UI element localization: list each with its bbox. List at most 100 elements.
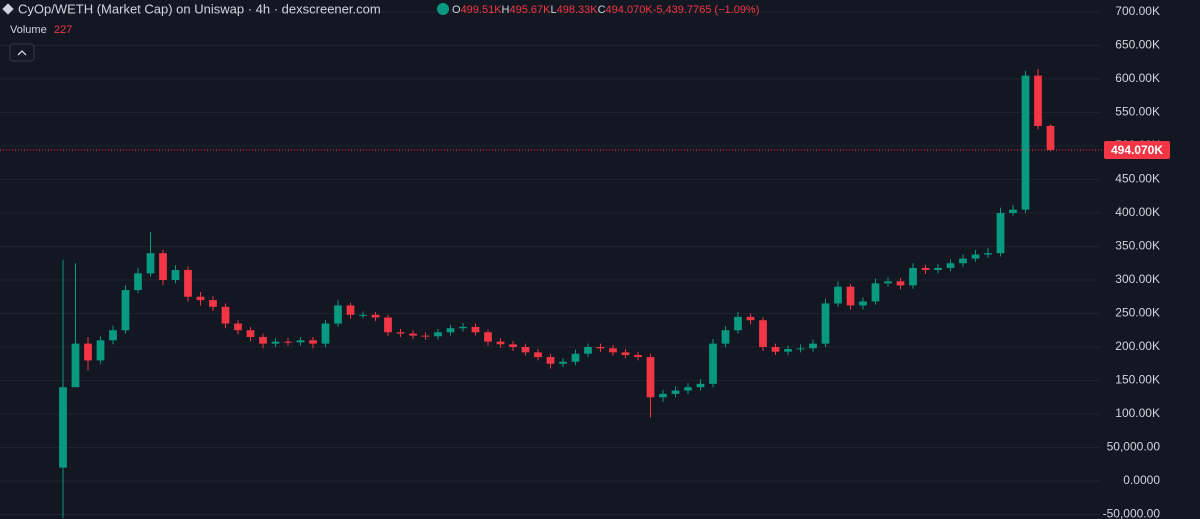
candle-body bbox=[671, 390, 680, 394]
candle-body bbox=[1009, 209, 1017, 213]
candle-body bbox=[796, 348, 805, 350]
volume-label: Volume bbox=[10, 24, 47, 36]
candle-body bbox=[271, 341, 280, 344]
candle-body bbox=[309, 340, 317, 344]
candle-body bbox=[909, 267, 917, 286]
candle-body bbox=[109, 330, 117, 341]
candle-body bbox=[571, 353, 580, 362]
candle-body bbox=[734, 316, 742, 331]
ohlc-value: 494.070K bbox=[606, 4, 654, 16]
candle-body bbox=[996, 212, 1005, 254]
candle-body bbox=[384, 317, 392, 333]
candle-body bbox=[621, 352, 630, 356]
y-tick-label: -50,000.00 bbox=[1103, 507, 1161, 519]
candle-body bbox=[534, 352, 542, 358]
candle-body bbox=[409, 333, 417, 336]
ohlc: O499.51KH495.67KL498.33KC494.070K-5,439.… bbox=[452, 4, 759, 16]
ohlc-key: H bbox=[502, 4, 510, 16]
candle-body bbox=[459, 326, 467, 329]
candle-body bbox=[371, 314, 380, 318]
candle-body bbox=[96, 340, 105, 361]
candle-body bbox=[609, 348, 617, 353]
candle-body bbox=[809, 343, 817, 349]
candle-body bbox=[946, 263, 955, 268]
candle-body bbox=[559, 361, 567, 364]
y-tick-label: 450.00K bbox=[1115, 172, 1160, 186]
candle-body bbox=[871, 283, 880, 302]
candle-body bbox=[296, 340, 305, 343]
candle-body bbox=[209, 300, 217, 307]
candle-body bbox=[196, 296, 205, 301]
candle-body bbox=[234, 323, 242, 331]
ohlc-value: 499.51K bbox=[461, 4, 503, 16]
volume-value: 227 bbox=[54, 24, 72, 36]
candle-body bbox=[746, 316, 755, 321]
candle-body bbox=[884, 281, 892, 284]
candle-body bbox=[171, 269, 180, 281]
ohlc-value: 495.67K bbox=[510, 4, 552, 16]
y-tick-label: 350.00K bbox=[1115, 239, 1160, 253]
y-tick-label: 250.00K bbox=[1115, 306, 1160, 320]
candle-body bbox=[159, 253, 167, 280]
collapse-button[interactable] bbox=[9, 43, 35, 62]
y-tick-label: 0.0000 bbox=[1123, 473, 1160, 487]
candle-body bbox=[346, 305, 355, 315]
candle-body bbox=[59, 387, 67, 468]
candle-body bbox=[496, 341, 505, 345]
candle-body bbox=[846, 286, 855, 306]
candle-body bbox=[521, 347, 530, 353]
candle-body bbox=[684, 387, 692, 391]
candle-body bbox=[921, 267, 930, 270]
candle-body bbox=[484, 332, 492, 342]
candle-body bbox=[334, 305, 342, 324]
candle-body bbox=[509, 344, 517, 348]
candle-body bbox=[396, 332, 405, 334]
candle-body bbox=[259, 336, 267, 344]
candle-body bbox=[859, 301, 867, 306]
candle-body bbox=[471, 326, 480, 333]
candle-body bbox=[834, 286, 842, 304]
candle-body bbox=[359, 314, 367, 316]
ohlc-key: L bbox=[550, 4, 556, 16]
candle-body bbox=[446, 328, 455, 333]
candle-body bbox=[321, 323, 330, 344]
candle-body bbox=[146, 253, 155, 274]
candle-body bbox=[1021, 75, 1030, 210]
candle-body bbox=[421, 335, 430, 337]
last-price-label: 494.070K bbox=[1111, 143, 1163, 157]
candle-body bbox=[759, 320, 767, 348]
candle-body bbox=[634, 355, 642, 358]
candle-body bbox=[784, 349, 792, 352]
candle-body bbox=[121, 290, 130, 331]
candle-body bbox=[546, 357, 555, 364]
candle-body bbox=[134, 273, 142, 291]
last-price-tag bbox=[1104, 140, 1170, 159]
candle-body bbox=[971, 254, 980, 259]
ohlc-key: C bbox=[598, 4, 606, 16]
y-tick-label: 150.00K bbox=[1115, 373, 1160, 387]
y-tick-label: 650.00K bbox=[1115, 38, 1160, 52]
y-tick-label: 200.00K bbox=[1115, 339, 1160, 353]
candle-body bbox=[821, 303, 830, 344]
candle-body bbox=[596, 347, 605, 349]
candle-body bbox=[184, 269, 192, 297]
y-tick-label: 400.00K bbox=[1115, 205, 1160, 219]
y-tick-label: 300.00K bbox=[1115, 272, 1160, 286]
candle-body bbox=[221, 306, 230, 324]
candle-body bbox=[721, 330, 730, 344]
header: CyOp/WETH (Market Cap) on Uniswap · 4h ·… bbox=[2, 1, 759, 62]
status-dot bbox=[437, 3, 449, 15]
candle-body bbox=[934, 267, 942, 270]
y-tick-label: 100.00K bbox=[1115, 406, 1160, 420]
candle-body bbox=[246, 330, 255, 337]
candle-body bbox=[771, 347, 780, 352]
candle-body bbox=[84, 343, 92, 361]
ohlc-key: O bbox=[452, 4, 461, 16]
plot: 700.00K650.00K600.00K550.00K500.00K450.0… bbox=[0, 4, 1170, 519]
candle-body bbox=[984, 253, 992, 255]
candle-body bbox=[1034, 75, 1042, 126]
ohlc-value: 498.33K bbox=[557, 4, 599, 16]
candle-body bbox=[959, 258, 967, 264]
